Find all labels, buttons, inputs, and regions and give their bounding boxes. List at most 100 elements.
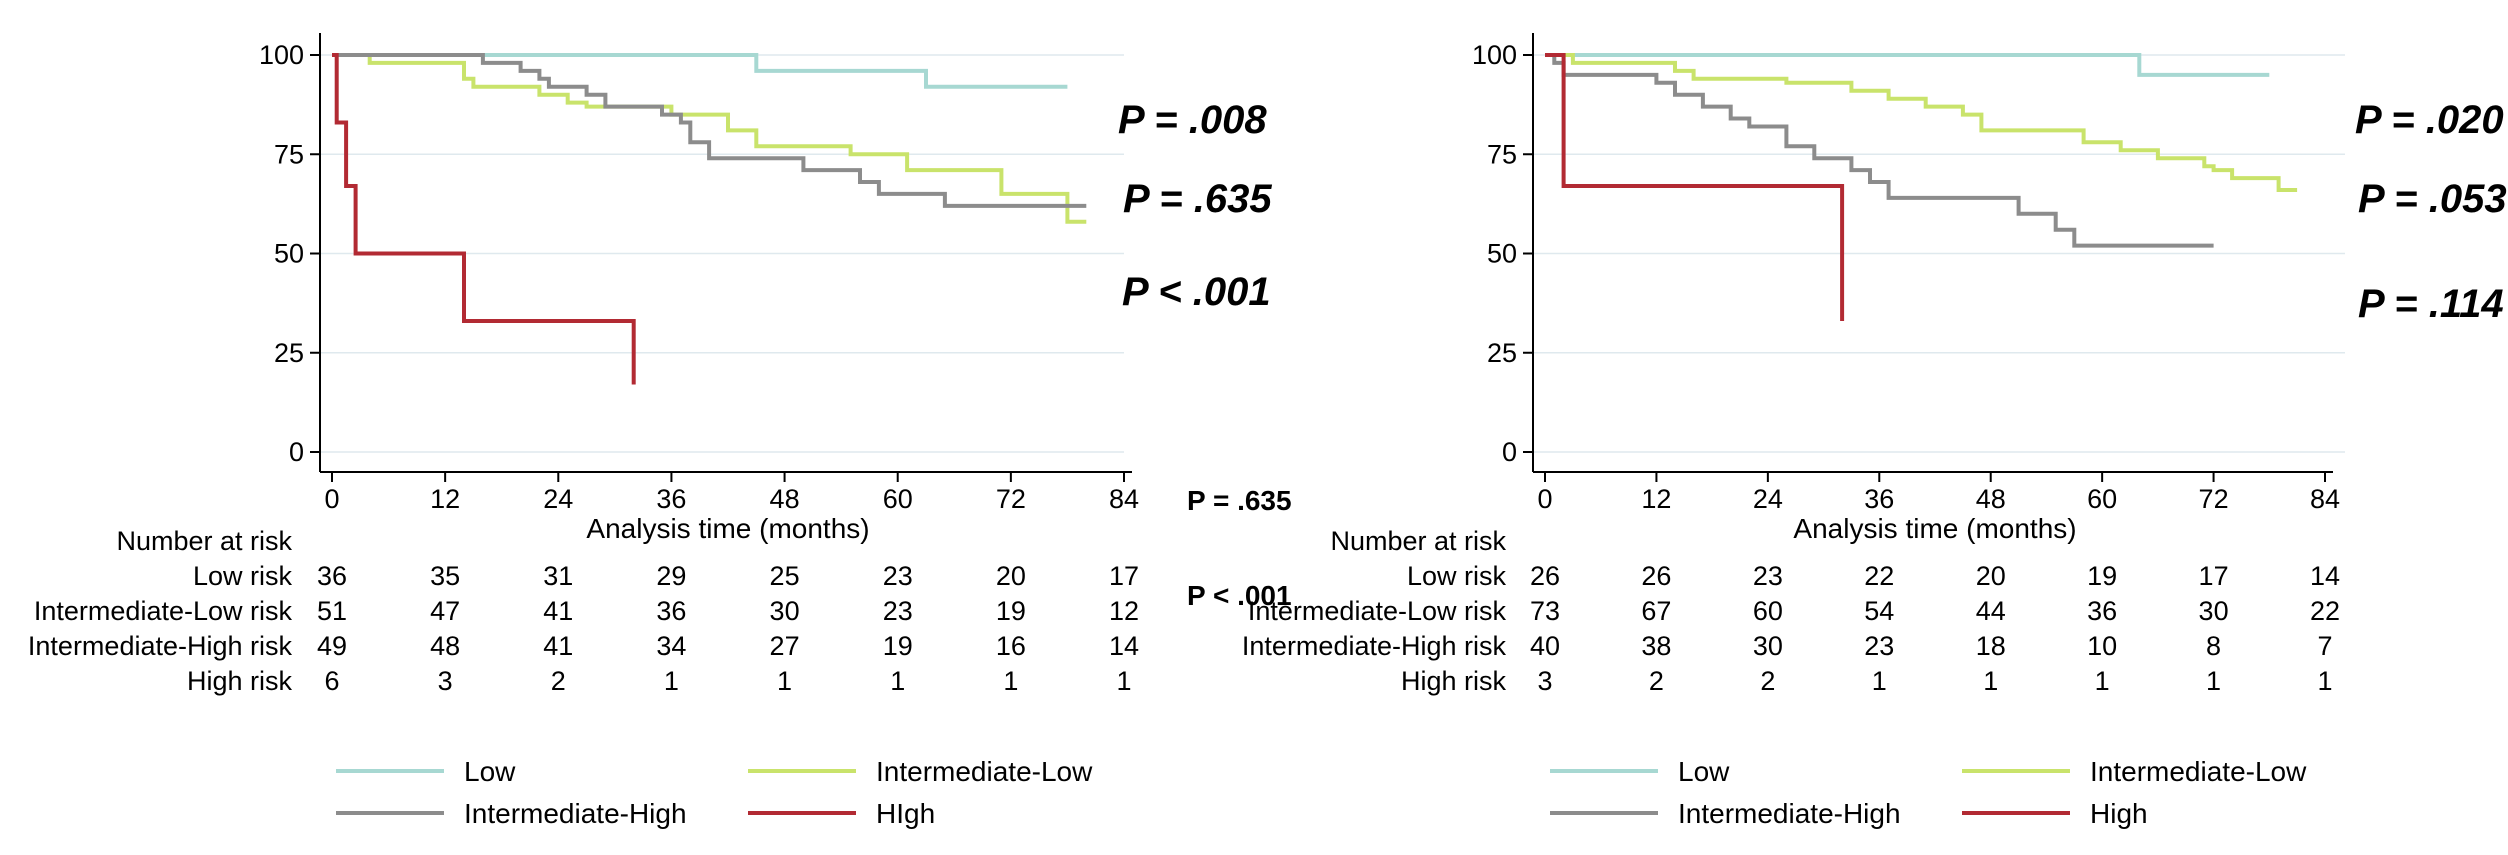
- y-tick-label: 100: [259, 40, 304, 70]
- y-tick-label: 0: [1502, 437, 1517, 467]
- y-tick-label: 75: [1487, 139, 1517, 169]
- km-curve-high: [1545, 53, 1845, 321]
- risk-count: 19: [883, 631, 913, 661]
- risk-count: 1: [1116, 666, 1131, 696]
- x-tick-label: 84: [2310, 484, 2340, 514]
- x-tick-label: 60: [883, 484, 913, 514]
- legend-label: Low: [464, 756, 516, 787]
- risk-count: 1: [1983, 666, 1998, 696]
- risk-count: 67: [1641, 596, 1671, 626]
- x-tick-label: 36: [1864, 484, 1894, 514]
- risk-count: 34: [656, 631, 686, 661]
- risk-count: 20: [1976, 561, 2006, 591]
- risk-count: 41: [543, 596, 573, 626]
- risk-count: 23: [1864, 631, 1894, 661]
- risk-count: 40: [1530, 631, 1560, 661]
- number-at-risk-title: Number at risk: [116, 526, 292, 556]
- x-axis-label: Analysis time (months): [586, 513, 869, 544]
- risk-row-label: Low risk: [1407, 561, 1507, 591]
- risk-count: 2: [1760, 666, 1775, 696]
- risk-count: 23: [1753, 561, 1783, 591]
- risk-count: 1: [2095, 666, 2110, 696]
- risk-count: 14: [2310, 561, 2340, 591]
- risk-count: 3: [1537, 666, 1552, 696]
- p-value: P = .008: [1118, 98, 1267, 142]
- y-tick-label: 50: [274, 239, 304, 269]
- risk-count: 3: [438, 666, 453, 696]
- risk-count: 19: [996, 596, 1026, 626]
- risk-count: 36: [317, 561, 347, 591]
- p-value: P = .114: [2358, 282, 2504, 326]
- x-tick-label: 24: [543, 484, 573, 514]
- legend-label: Low: [1678, 756, 1730, 787]
- risk-count: 12: [1109, 596, 1139, 626]
- x-tick-label: 36: [656, 484, 686, 514]
- risk-count: 23: [883, 596, 913, 626]
- risk-count: 25: [770, 561, 800, 591]
- risk-count: 30: [1753, 631, 1783, 661]
- risk-count: 7: [2317, 631, 2332, 661]
- y-tick-label: 25: [1487, 338, 1517, 368]
- risk-count: 30: [770, 596, 800, 626]
- risk-count: 17: [1109, 561, 1139, 591]
- p-value: P = .053: [2358, 177, 2507, 221]
- legend-label: Intermediate-Low: [876, 756, 1093, 787]
- km-curve-low: [332, 53, 1068, 89]
- risk-count: 31: [543, 561, 573, 591]
- risk-row-label: Low risk: [193, 561, 293, 591]
- y-tick-label: 50: [1487, 239, 1517, 269]
- risk-count: 2: [551, 666, 566, 696]
- risk-count: 41: [543, 631, 573, 661]
- legend-label: Intermediate-Low: [2090, 756, 2307, 787]
- risk-count: 22: [2310, 596, 2340, 626]
- x-tick-label: 60: [2087, 484, 2117, 514]
- y-tick-label: 25: [274, 338, 304, 368]
- km-curve-intermediate-high: [1545, 53, 2214, 248]
- risk-count: 10: [2087, 631, 2117, 661]
- risk-count: 27: [770, 631, 800, 661]
- risk-count: 29: [656, 561, 686, 591]
- risk-count: 1: [2317, 666, 2332, 696]
- risk-count: 54: [1864, 596, 1894, 626]
- km-curve-intermediate-high: [332, 53, 1087, 208]
- x-tick-label: 84: [1109, 484, 1139, 514]
- risk-count: 8: [2206, 631, 2221, 661]
- risk-count: 6: [324, 666, 339, 696]
- risk-count: 35: [430, 561, 460, 591]
- risk-row-label: High risk: [1401, 666, 1507, 696]
- risk-count: 23: [883, 561, 913, 591]
- km-curve-high: [332, 53, 636, 385]
- legend-label: High: [2090, 798, 2148, 829]
- risk-count: 36: [2087, 596, 2117, 626]
- risk-count: 19: [2087, 561, 2117, 591]
- risk-count: 51: [317, 596, 347, 626]
- x-tick-label: 0: [1537, 484, 1552, 514]
- y-tick-label: 0: [289, 437, 304, 467]
- p-value: P = .635: [1123, 177, 1272, 221]
- risk-count: 30: [2199, 596, 2229, 626]
- risk-count: 44: [1976, 596, 2006, 626]
- legend-label: Intermediate-High: [464, 798, 687, 829]
- risk-count: 60: [1753, 596, 1783, 626]
- y-tick-label: 75: [274, 139, 304, 169]
- risk-row-label: Intermediate-Low risk: [34, 596, 293, 626]
- risk-row-label: Intermediate-Low risk: [1248, 596, 1507, 626]
- number-at-risk-title: Number at risk: [1330, 526, 1506, 556]
- x-tick-label: 48: [1976, 484, 2006, 514]
- p-value: P = .020: [2355, 98, 2504, 142]
- risk-count: 14: [1109, 631, 1139, 661]
- x-axis-label: Analysis time (months): [1793, 513, 2076, 544]
- risk-count: 48: [430, 631, 460, 661]
- p-value-small: P = .635: [1187, 485, 1292, 516]
- x-tick-label: 72: [2199, 484, 2229, 514]
- risk-count: 26: [1530, 561, 1560, 591]
- risk-count: 1: [1872, 666, 1887, 696]
- x-tick-label: 48: [770, 484, 800, 514]
- x-tick-label: 12: [1641, 484, 1671, 514]
- risk-count: 26: [1641, 561, 1671, 591]
- p-value-small: P < .001: [1187, 580, 1292, 611]
- km-curve-intermediate-low: [1545, 53, 2298, 192]
- risk-count: 22: [1864, 561, 1894, 591]
